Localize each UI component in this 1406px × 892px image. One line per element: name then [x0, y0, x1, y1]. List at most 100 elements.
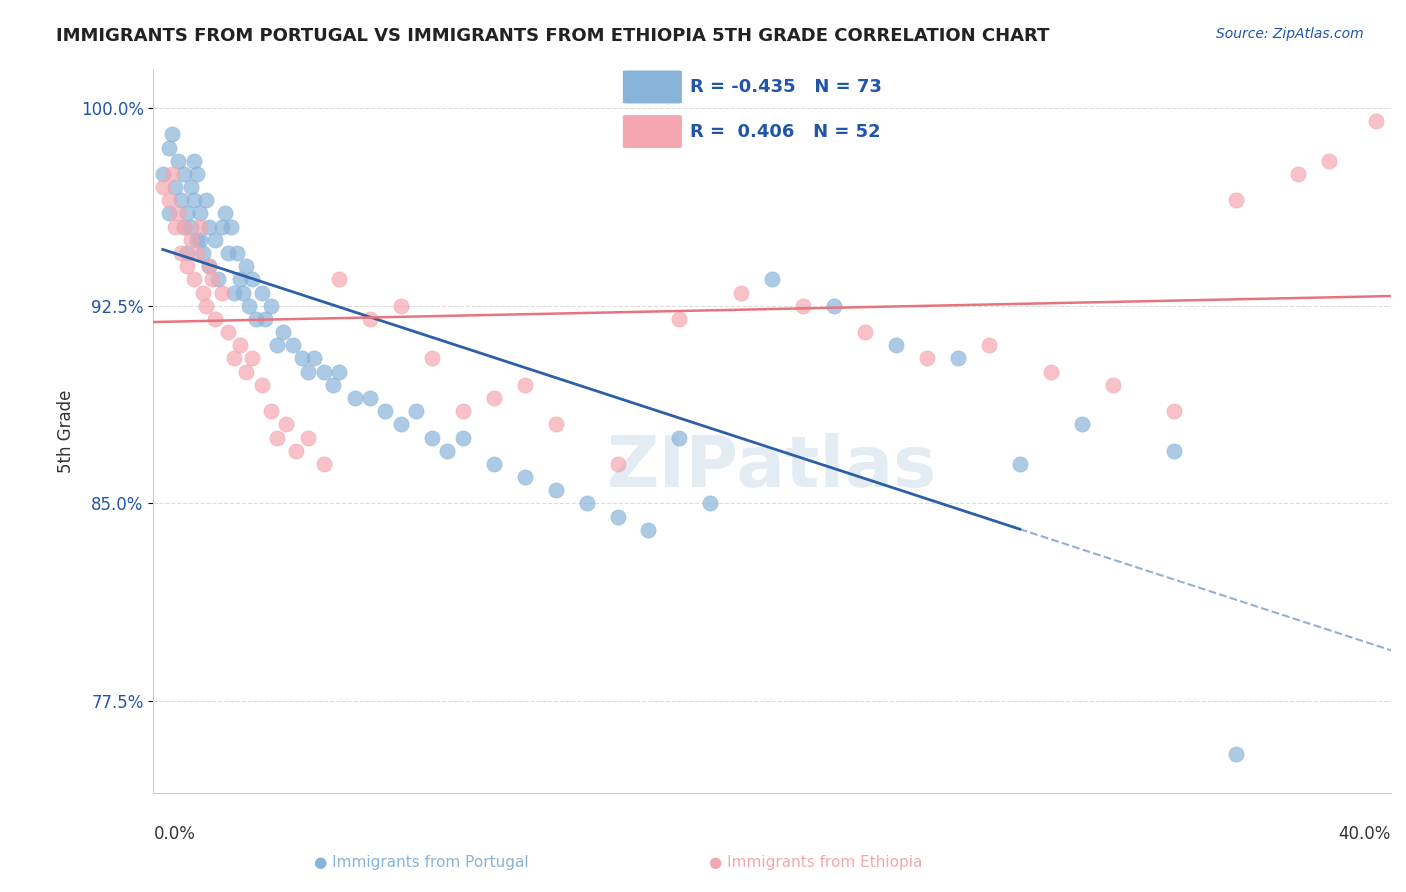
Text: IMMIGRANTS FROM PORTUGAL VS IMMIGRANTS FROM ETHIOPIA 5TH GRADE CORRELATION CHART: IMMIGRANTS FROM PORTUGAL VS IMMIGRANTS F…	[56, 27, 1050, 45]
Point	[222, 285, 245, 300]
Point	[389, 299, 412, 313]
Point	[343, 391, 366, 405]
Point	[152, 167, 174, 181]
Point	[1317, 153, 1340, 168]
Point	[915, 351, 938, 366]
FancyBboxPatch shape	[623, 115, 682, 148]
Point	[359, 391, 381, 405]
Point	[173, 219, 195, 234]
Point	[322, 377, 344, 392]
Point	[1039, 365, 1062, 379]
Point	[167, 153, 190, 168]
Text: Source: ZipAtlas.com: Source: ZipAtlas.com	[1216, 27, 1364, 41]
Point	[229, 272, 252, 286]
Point	[1286, 167, 1309, 181]
Point	[242, 351, 264, 366]
Point	[513, 377, 536, 392]
Point	[183, 272, 205, 286]
Point	[183, 194, 205, 208]
Point	[157, 140, 180, 154]
Point	[188, 233, 211, 247]
Point	[260, 404, 283, 418]
Point	[235, 365, 257, 379]
Point	[405, 404, 427, 418]
Text: 40.0%: 40.0%	[1339, 825, 1391, 843]
Point	[183, 153, 205, 168]
Point	[273, 325, 295, 339]
Point	[188, 206, 211, 220]
Point	[165, 219, 187, 234]
Point	[165, 180, 187, 194]
Point	[668, 312, 690, 326]
Point	[198, 219, 221, 234]
Point	[160, 167, 183, 181]
Point	[606, 457, 628, 471]
Point	[250, 285, 273, 300]
Point	[1163, 404, 1185, 418]
Point	[266, 430, 288, 444]
Point	[180, 219, 202, 234]
Point	[167, 206, 190, 220]
Point	[211, 219, 233, 234]
Point	[792, 299, 814, 313]
Point	[946, 351, 969, 366]
Point	[260, 299, 283, 313]
Point	[297, 430, 319, 444]
Point	[250, 377, 273, 392]
Point	[977, 338, 1000, 352]
Point	[160, 128, 183, 142]
Point	[180, 233, 202, 247]
Point	[312, 457, 335, 471]
Point	[544, 417, 567, 432]
Point	[204, 233, 226, 247]
Point	[195, 299, 218, 313]
Text: ● Immigrants from Portugal: ● Immigrants from Portugal	[315, 855, 529, 870]
Point	[222, 351, 245, 366]
Point	[853, 325, 876, 339]
Point	[1070, 417, 1092, 432]
Point	[637, 523, 659, 537]
Point	[173, 167, 195, 181]
Point	[176, 259, 198, 273]
Point	[186, 233, 208, 247]
Point	[217, 246, 239, 260]
Point	[1225, 194, 1247, 208]
Text: ZIPatlas: ZIPatlas	[607, 433, 938, 501]
Point	[291, 351, 314, 366]
Point	[1101, 377, 1123, 392]
Point	[451, 404, 474, 418]
Point	[170, 246, 193, 260]
Point	[823, 299, 845, 313]
Point	[1364, 114, 1386, 128]
Text: 0.0%: 0.0%	[153, 825, 195, 843]
Point	[312, 365, 335, 379]
Point	[214, 206, 236, 220]
Point	[374, 404, 396, 418]
Point	[191, 246, 214, 260]
Point	[544, 483, 567, 498]
Point	[328, 272, 350, 286]
Point	[204, 312, 226, 326]
Point	[217, 325, 239, 339]
Point	[176, 246, 198, 260]
Point	[304, 351, 326, 366]
Point	[219, 219, 242, 234]
Point	[253, 312, 276, 326]
Point	[513, 470, 536, 484]
Point	[173, 219, 195, 234]
Point	[235, 259, 257, 273]
FancyBboxPatch shape	[623, 70, 682, 103]
Point	[884, 338, 907, 352]
Y-axis label: 5th Grade: 5th Grade	[58, 389, 75, 473]
Point	[606, 509, 628, 524]
Point	[420, 430, 443, 444]
Point	[207, 272, 229, 286]
Point	[1225, 747, 1247, 761]
Point	[359, 312, 381, 326]
Point	[389, 417, 412, 432]
Point	[668, 430, 690, 444]
Point	[284, 443, 307, 458]
Text: R = -0.435   N = 73: R = -0.435 N = 73	[690, 78, 882, 96]
Point	[226, 246, 249, 260]
Point	[152, 180, 174, 194]
